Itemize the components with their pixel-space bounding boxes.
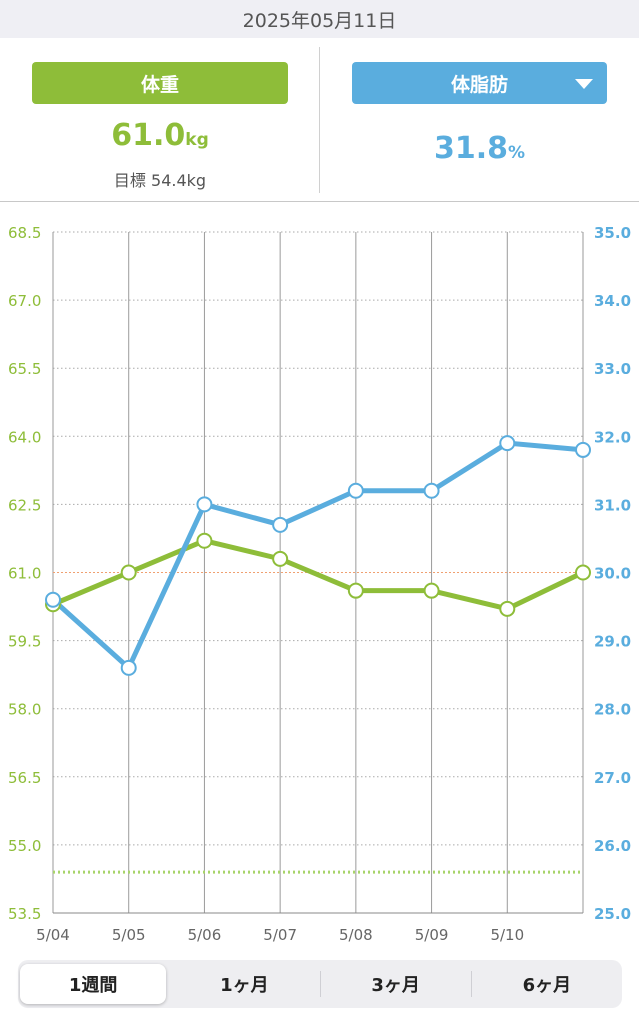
left-axis-tick-label: 58.0 (8, 701, 41, 719)
period-separator (319, 971, 321, 997)
period-tab-3-months[interactable]: 3ヶ月 (323, 964, 469, 1004)
body-fat-series-line (50, 440, 586, 671)
left-axis-tick-label: 55.0 (8, 837, 41, 855)
body-fat-value-display: 31.8% (352, 131, 607, 166)
triangle-down-icon (575, 79, 593, 89)
weight-bodyfat-chart[interactable]: 68.5 67.0 65.5 64.0 62.5 61.0 59.5 58.0 56.5 55.0… (0, 202, 639, 950)
x-axis-tick-label: 5/09 (415, 926, 449, 944)
weight-unit: kg (185, 130, 209, 150)
header-divider (319, 47, 320, 193)
period-tab-label: 1週間 (68, 975, 118, 996)
left-axis-tick-label: 65.5 (8, 360, 41, 378)
left-axis-tick-label: 62.5 (8, 496, 41, 514)
weight-data-point (575, 564, 591, 581)
weight-data-point (347, 582, 364, 599)
current-date: 2025年05月11日 (242, 9, 397, 32)
body-fat-metric-dropdown[interactable]: 体脂肪 (352, 62, 607, 104)
header-bottom-border (0, 201, 639, 202)
body-fat-data-point (347, 482, 364, 499)
weight-value: 61.0 (111, 118, 186, 153)
period-tab-1-month[interactable]: 1ヶ月 (171, 964, 317, 1004)
body-fat-data-point (120, 659, 137, 676)
weight-metric-button[interactable]: 体重 (32, 62, 288, 104)
right-axis-tick-label: 25.0 (594, 905, 631, 923)
x-axis-tick-label: 5/08 (339, 926, 373, 944)
period-separator (470, 971, 472, 997)
period-tab-label: 3ヶ月 (371, 975, 420, 996)
x-axis-tick-label: 5/10 (490, 926, 524, 944)
left-axis-tick-label: 59.5 (8, 633, 41, 651)
x-axis-tick-label: 5/05 (112, 926, 146, 944)
date-bar: 2025年05月11日 (0, 0, 639, 38)
x-axis-tick-label: 5/06 (188, 926, 222, 944)
right-axis-tick-label: 29.0 (594, 633, 631, 651)
body-fat-data-point (575, 441, 591, 458)
period-tab-6-months[interactable]: 6ヶ月 (474, 964, 620, 1004)
body-fat-data-point (423, 482, 440, 499)
right-axis-tick-label: 30.0 (594, 565, 631, 583)
period-tab-1-week[interactable]: 1週間 (20, 964, 167, 1004)
left-axis-tick-label: 68.5 (8, 224, 41, 242)
right-axis-tick-label: 28.0 (594, 701, 631, 719)
left-axis-tick-label: 53.5 (8, 905, 41, 923)
body-fat-data-point (499, 435, 516, 452)
body-fat-data-point (45, 591, 61, 608)
weight-data-point (120, 564, 137, 581)
period-tab-label: 6ヶ月 (522, 975, 572, 996)
x-axis-tick-label: 5/04 (36, 926, 70, 944)
body-fat-data-point (196, 496, 213, 513)
left-axis-tick-label: 67.0 (8, 292, 41, 310)
weight-data-point (272, 550, 289, 567)
body-fat-data-point (272, 516, 289, 533)
body-fat-unit: % (507, 143, 526, 163)
right-axis-tick-label: 35.0 (594, 224, 631, 242)
x-axis-tick-label: 5/07 (263, 926, 297, 944)
right-axis-tick-label: 27.0 (594, 769, 631, 787)
left-axis-tick-label: 61.0 (8, 565, 41, 583)
weight-value-display: 61.0kg (32, 118, 288, 153)
body-fat-value: 31.8 (433, 131, 508, 166)
left-axis-tick-label: 56.5 (8, 769, 41, 787)
weight-goal: 目標 54.4kg (113, 171, 207, 190)
weight-data-point (196, 532, 213, 549)
period-selector: 1週間 1ヶ月 3ヶ月 6ヶ月 (18, 960, 622, 1008)
right-axis-tick-label: 31.0 (594, 496, 631, 514)
left-axis-tick-label: 64.0 (8, 428, 41, 446)
right-axis-tick-label: 33.0 (594, 360, 631, 378)
period-tab-label: 1ヶ月 (220, 975, 269, 996)
right-axis-tick-label: 32.0 (594, 428, 631, 446)
weight-data-point (423, 582, 440, 599)
weight-data-point (499, 600, 516, 617)
right-axis-tick-label: 34.0 (594, 292, 631, 310)
weight-series-line (50, 538, 586, 612)
body-fat-metric-label: 体脂肪 (450, 73, 508, 96)
right-axis-tick-label: 26.0 (594, 837, 631, 855)
weight-metric-label: 体重 (140, 73, 179, 96)
